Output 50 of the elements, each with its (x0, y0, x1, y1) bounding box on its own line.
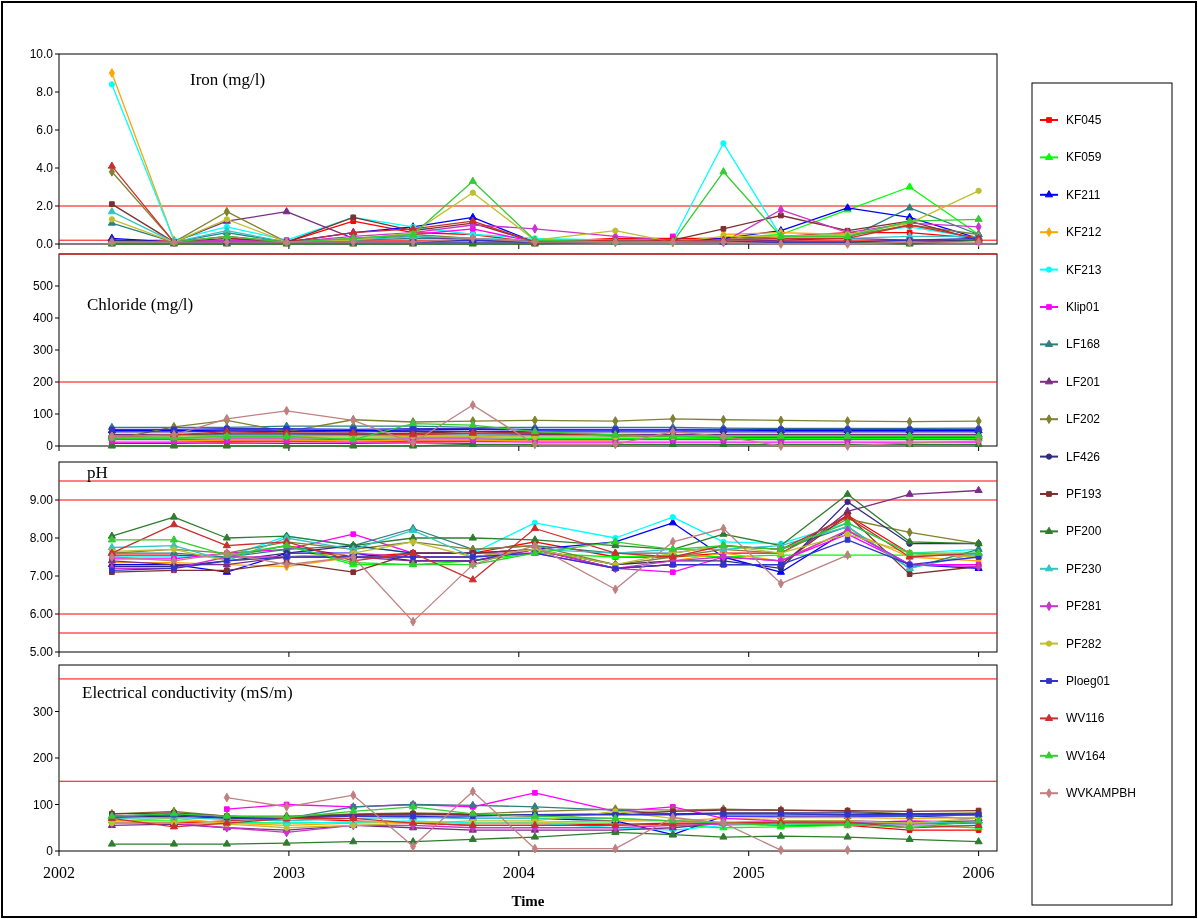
legend-label: WVKAMPBH (1066, 786, 1137, 801)
y-tick-label: 2.0 (36, 199, 54, 213)
chart-title: pH (87, 463, 108, 482)
y-tick-label: 300 (32, 704, 54, 719)
y-tick-label: 400 (32, 311, 54, 325)
text: Electrical conductivity (mS/m) (82, 683, 293, 702)
y-tick-label: 0.0 (36, 237, 54, 251)
legend-label: PF282 (1066, 636, 1102, 651)
x-tick-label: 2004 (502, 864, 535, 881)
y-tick-label: 0 (46, 439, 54, 453)
legend-label: PF230 (1066, 561, 1102, 576)
text: Iron (mg/l) (190, 70, 266, 89)
text: Chloride (mg/l) (87, 295, 194, 314)
legend-label: KF212 (1066, 225, 1102, 240)
legend-label: LF168 (1066, 337, 1101, 352)
y-tick-label: 6.0 (36, 123, 54, 137)
legend-label: Ploeg01 (1066, 674, 1111, 688)
y-tick-label: 8.0 (36, 85, 54, 99)
legend-label: KF211 (1066, 187, 1101, 202)
y-tick-label: 9.00 (29, 493, 54, 507)
y-tick-label: 200 (32, 751, 54, 765)
legend-label: PF193 (1066, 487, 1102, 501)
x-tick-label: 2005 (732, 864, 765, 881)
y-tick-label: 5.00 (29, 645, 54, 659)
y-tick-label: 4.0 (36, 161, 54, 175)
x-tick-label: 2006 (962, 864, 995, 881)
y-tick-label: 0 (46, 844, 54, 858)
legend-label: PF281 (1066, 599, 1102, 614)
legend-label: KF045 (1066, 113, 1102, 127)
x-tick-label: 2003 (272, 864, 305, 881)
legend-label: WV116 (1066, 711, 1105, 726)
y-tick-label: 8.00 (29, 531, 54, 545)
y-tick-label: 10.0 (29, 47, 54, 61)
legend-label: KF059 (1066, 150, 1102, 165)
y-tick-label: 300 (32, 343, 54, 357)
legend-label: Klip01 (1066, 300, 1100, 314)
legend-label: KF213 (1066, 262, 1102, 277)
x-tick-label: 2002 (43, 864, 75, 881)
y-tick-label: 6.00 (29, 607, 54, 621)
x-axis-title: Time (511, 893, 545, 909)
y-tick-label: 500 (32, 279, 54, 293)
legend-label: LF426 (1066, 449, 1101, 464)
y-tick-label: 200 (32, 375, 54, 389)
legend-label: LF201 (1066, 374, 1101, 389)
y-tick-label: 100 (32, 407, 54, 421)
legend-label: PF200 (1066, 524, 1102, 539)
legend-label: LF202 (1066, 412, 1101, 427)
y-tick-label: 100 (32, 797, 54, 812)
legend-label: WV164 (1066, 748, 1106, 763)
y-tick-label: 7.00 (29, 569, 54, 583)
